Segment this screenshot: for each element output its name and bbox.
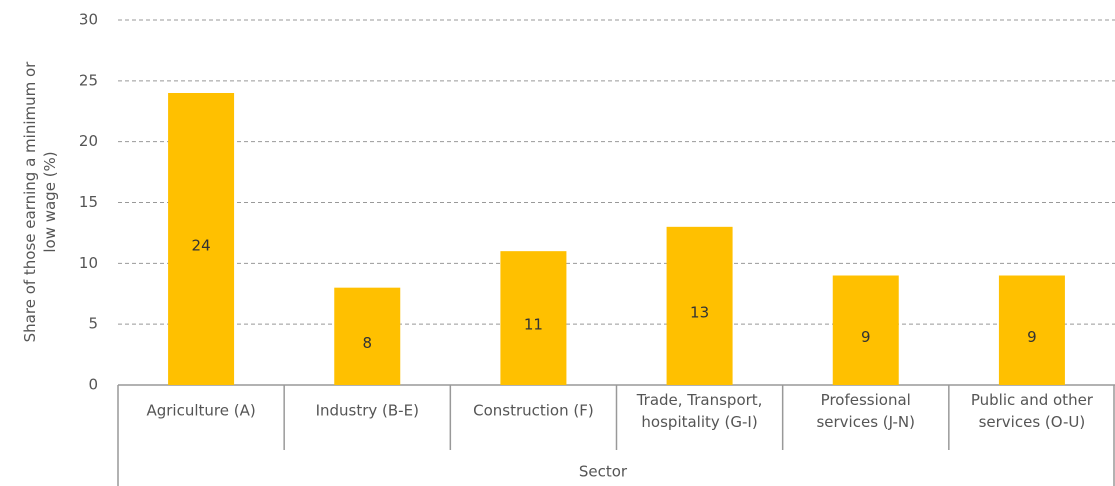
y-tick-label: 20 [79, 132, 98, 150]
bar [998, 275, 1065, 385]
data-label: 9 [1027, 328, 1037, 346]
y-tick-label: 30 [79, 11, 98, 29]
x-tick-label: Agriculture (A) [146, 402, 255, 420]
bar [832, 275, 899, 385]
bar [666, 226, 733, 385]
data-label: 24 [192, 237, 211, 255]
y-tick-label: 5 [88, 315, 98, 333]
y-tick-label: 0 [88, 376, 98, 394]
data-label: 11 [524, 316, 543, 334]
x-axis-title: Sector [579, 463, 628, 481]
y-tick-label: 25 [79, 71, 98, 89]
x-tick-label: Public and other services (O-U) [971, 391, 1094, 431]
data-label: 13 [690, 303, 709, 321]
x-tick-label: Construction (F) [473, 402, 594, 420]
data-label: 9 [861, 328, 871, 346]
bar [500, 251, 567, 385]
bar [334, 287, 401, 385]
data-label: 8 [362, 334, 372, 352]
y-tick-label: 15 [79, 193, 98, 211]
x-tick-label: Industry (B-E) [316, 402, 419, 420]
y-tick-label: 10 [79, 254, 98, 272]
y-axis-title: Share of those earning a minimum or low w… [21, 61, 59, 343]
x-tick-label: Professional services (J-N) [816, 391, 915, 431]
x-tick-label: Trade, Transport, hospitality (G-I) [636, 391, 763, 431]
bar [168, 93, 235, 385]
